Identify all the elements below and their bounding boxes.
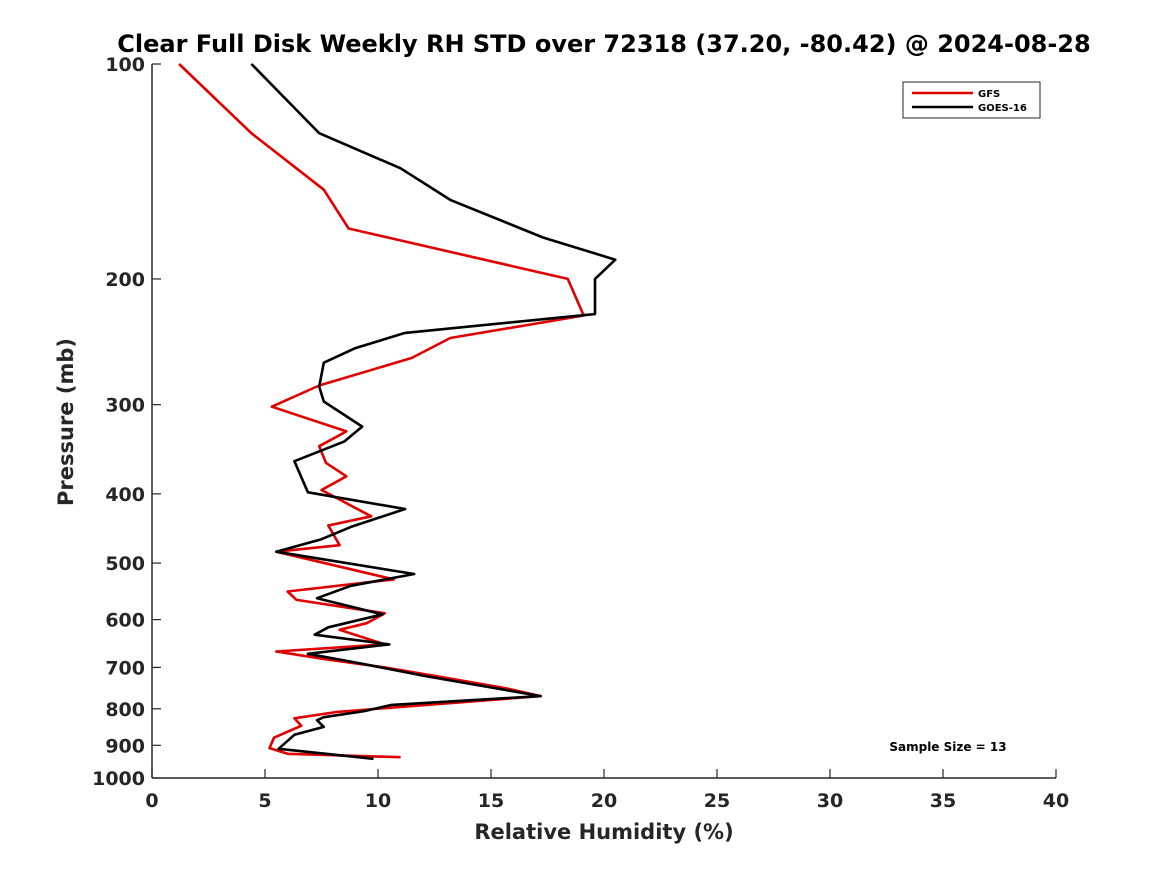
x-tick-label: 35	[930, 790, 956, 812]
axes: 0 5 10 15 20 25 30 35 40 100 200 300 400 500 600 700 800…	[92, 54, 1069, 812]
y-tick-label: 500	[105, 553, 145, 575]
x-tick-label: 0	[145, 790, 158, 812]
legend-label-goes-16: GOES-16	[978, 103, 1027, 114]
x-tick-label: 15	[478, 790, 504, 812]
x-tick-label: 20	[591, 790, 617, 812]
x-tick-label: 5	[258, 790, 271, 812]
y-tick-label: 600	[105, 610, 145, 632]
y-tick-label: 100	[105, 54, 145, 76]
x-axis-label: Relative Humidity (%)	[474, 820, 733, 844]
legend: GFS GOES-16	[902, 81, 1041, 119]
y-tick-label: 400	[105, 484, 145, 506]
y-axis-label: Pressure (mb)	[54, 338, 78, 506]
series-group	[178, 63, 617, 761]
legend-label-gfs: GFS	[978, 89, 1000, 100]
x-tick-label: 30	[817, 790, 843, 812]
legend-box	[902, 81, 1041, 119]
chart-title: Clear Full Disk Weekly RH STD over 72318…	[117, 30, 1090, 58]
x-tick-label: 40	[1043, 790, 1069, 812]
y-tick-label: 800	[105, 699, 145, 721]
x-tick-label: 10	[365, 790, 391, 812]
y-tick-label: 300	[105, 395, 145, 417]
x-tick-label: 25	[704, 790, 730, 812]
y-tick-label: 200	[105, 269, 145, 291]
y-tick-label: 900	[105, 735, 145, 757]
y-tick-label: 1000	[92, 768, 145, 790]
sample-size-annotation: Sample Size = 13	[889, 740, 1006, 754]
y-tick-label: 700	[105, 657, 145, 679]
series-line-goes-16	[250, 63, 617, 761]
